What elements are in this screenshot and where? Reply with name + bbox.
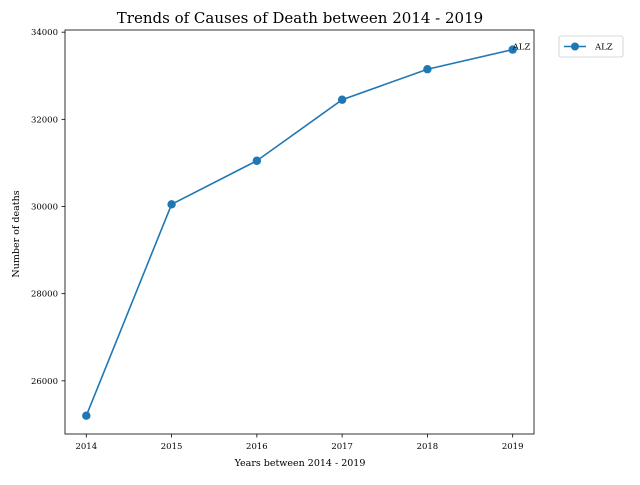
data-point (167, 200, 176, 209)
y-tick-label: 32000 (31, 115, 58, 125)
data-point (508, 45, 517, 54)
legend-box (558, 35, 624, 58)
x-tick-label: 2015 (161, 442, 183, 452)
y-axis-label: Number of deaths (11, 190, 22, 277)
x-tick-label: 2016 (246, 442, 268, 452)
chart-title: Trends of Causes of Death between 2014 -… (117, 9, 483, 27)
x-tick-label: 2018 (417, 442, 439, 452)
x-tick-label: 2017 (331, 442, 353, 452)
y-tick-label: 30000 (31, 203, 58, 213)
data-point (337, 95, 347, 104)
y-tick-label: 26000 (31, 377, 58, 387)
data-point (252, 156, 262, 165)
series-end-label: ALZ (512, 43, 531, 53)
data-point (423, 65, 432, 74)
y-tick-label: 34000 (31, 28, 58, 38)
legend: ALZ (558, 35, 624, 58)
legend-marker (571, 42, 579, 51)
series-line-alz (85, 48, 513, 416)
x-axis-label: Years between 2014 - 2019 (234, 458, 366, 469)
legend-label: ALZ (594, 43, 613, 53)
plot-frame (64, 29, 535, 435)
data-point (82, 411, 91, 420)
x-tick-label: 2019 (502, 442, 524, 452)
x-tick-label: 2014 (75, 442, 97, 452)
plot-area: 2014 2015 2016 2017 2018 2019 26000 28000 30000 3… (31, 28, 535, 452)
y-tick-label: 28000 (31, 290, 58, 300)
